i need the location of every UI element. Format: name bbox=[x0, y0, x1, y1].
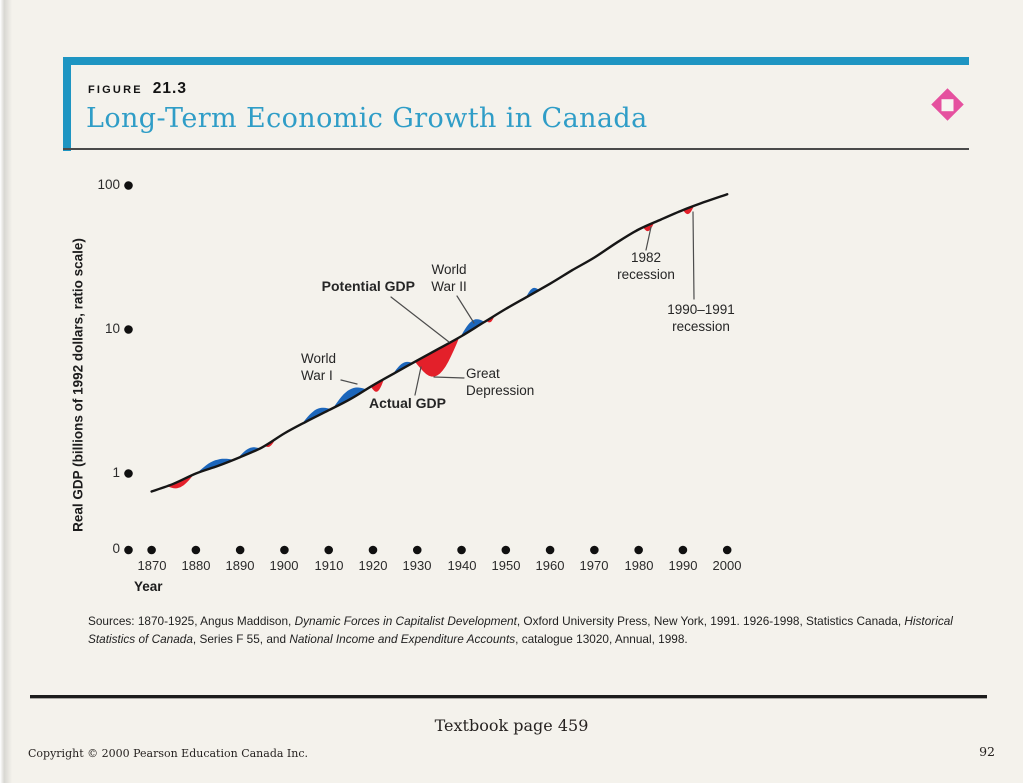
x-axis-tick-dot bbox=[235, 545, 245, 555]
x-axis-tick-dot bbox=[368, 545, 378, 555]
sources-title-1: Dynamic Forces in Capitalist Development bbox=[294, 614, 517, 628]
x-axis-tick-dot bbox=[545, 545, 555, 555]
x-tick-label: 1920 bbox=[358, 558, 388, 573]
figure-title: Long-Term Economic Growth in Canada bbox=[86, 103, 648, 134]
x-axis-tick-dot bbox=[147, 545, 156, 555]
x-tick-label: 1870 bbox=[137, 558, 167, 573]
annotation-world-war-1: World War I bbox=[301, 351, 337, 384]
figure-label-word: FIGURE bbox=[88, 84, 143, 96]
x-axis-tick-dot bbox=[722, 545, 732, 555]
figure-label: FIGURE 21.3 bbox=[88, 80, 187, 98]
y-axis-tick-dot bbox=[124, 325, 133, 334]
x-tick-label: 1890 bbox=[225, 558, 255, 573]
annotation-leader-line bbox=[645, 226, 652, 251]
sources-text: Sources: 1870-1925, Angus Maddison, bbox=[88, 614, 295, 628]
x-tick-label: 1970 bbox=[579, 558, 609, 573]
slump-area bbox=[415, 337, 460, 377]
x-axis-tick-dot bbox=[412, 545, 422, 555]
y-tick-label: 0 bbox=[112, 541, 120, 556]
figure-number: 21.3 bbox=[152, 80, 187, 97]
y-axis-tick-dot bbox=[124, 469, 133, 478]
x-tick-label: 1980 bbox=[624, 558, 654, 573]
x-axis-tick-dot bbox=[280, 545, 289, 555]
annotation-leader-line bbox=[340, 379, 358, 385]
annotation-leader-line bbox=[414, 366, 422, 396]
textbook-page-ref: Textbook page 459 bbox=[434, 716, 589, 735]
potential-gdp-line bbox=[150, 193, 729, 493]
x-tick-label: 1990 bbox=[668, 558, 698, 573]
header-divider bbox=[63, 148, 969, 150]
y-axis-tick-dot bbox=[124, 181, 133, 190]
annotation-leader-line bbox=[692, 211, 695, 300]
y-tick-label: 1 bbox=[112, 465, 120, 480]
slump-area bbox=[370, 379, 385, 392]
x-axis-tick-dot bbox=[457, 545, 466, 555]
y-axis-tick-dot bbox=[124, 545, 133, 555]
x-tick-label: 1960 bbox=[535, 558, 565, 573]
x-tick-label: 1880 bbox=[181, 558, 211, 573]
annotation-world-war-2: World War II bbox=[431, 262, 467, 295]
sources-title-3: National Income and Expenditure Accounts bbox=[289, 632, 516, 647]
annotation-potential-gdp: Potential GDP bbox=[321, 278, 415, 294]
page-number: 92 bbox=[979, 744, 995, 759]
header-accent-bar-left bbox=[63, 57, 71, 151]
x-tick-label: 2000 bbox=[712, 558, 742, 573]
x-axis-tick-dot bbox=[678, 545, 688, 555]
x-axis-tick-dot bbox=[324, 545, 334, 555]
annotation-leader-line bbox=[390, 296, 450, 343]
annotation-1990-1991-recession: 1990–1991 recession bbox=[667, 302, 735, 335]
y-tick-label: 100 bbox=[97, 177, 120, 192]
x-tick-label: 1900 bbox=[269, 558, 299, 573]
x-axis-title: Year bbox=[134, 579, 163, 594]
y-axis-title: Real GDP (billions of 1992 dollars, rati… bbox=[70, 238, 86, 532]
x-tick-label: 1950 bbox=[491, 558, 521, 573]
x-axis-tick-dot bbox=[501, 545, 511, 555]
x-tick-label: 1930 bbox=[402, 558, 432, 573]
footer-divider bbox=[30, 695, 987, 698]
annotation-great-depression: Great Depression bbox=[466, 366, 535, 399]
sources-note: Sources: 1870-1925, Angus Maddison, Dyna… bbox=[88, 614, 953, 647]
sources-title-2: Historical Statistics of Canada bbox=[88, 614, 953, 647]
annotation-leader-line bbox=[433, 376, 465, 379]
annotation-1982-recession: 1982 recession bbox=[617, 250, 675, 283]
copyright-line: Copyright © 2000 Pearson Education Canad… bbox=[28, 747, 309, 760]
x-tick-label: 1940 bbox=[447, 558, 477, 573]
y-tick-label: 10 bbox=[104, 321, 120, 336]
header-accent-bar-top bbox=[63, 57, 969, 65]
x-tick-label: 1910 bbox=[314, 558, 344, 573]
x-axis-tick-dot bbox=[590, 545, 599, 555]
x-axis-tick-dot bbox=[191, 545, 201, 555]
annotation-leader-line bbox=[456, 295, 475, 324]
x-axis-tick-dot bbox=[634, 545, 643, 555]
annotation-actual-gdp: Actual GDP bbox=[368, 395, 446, 411]
